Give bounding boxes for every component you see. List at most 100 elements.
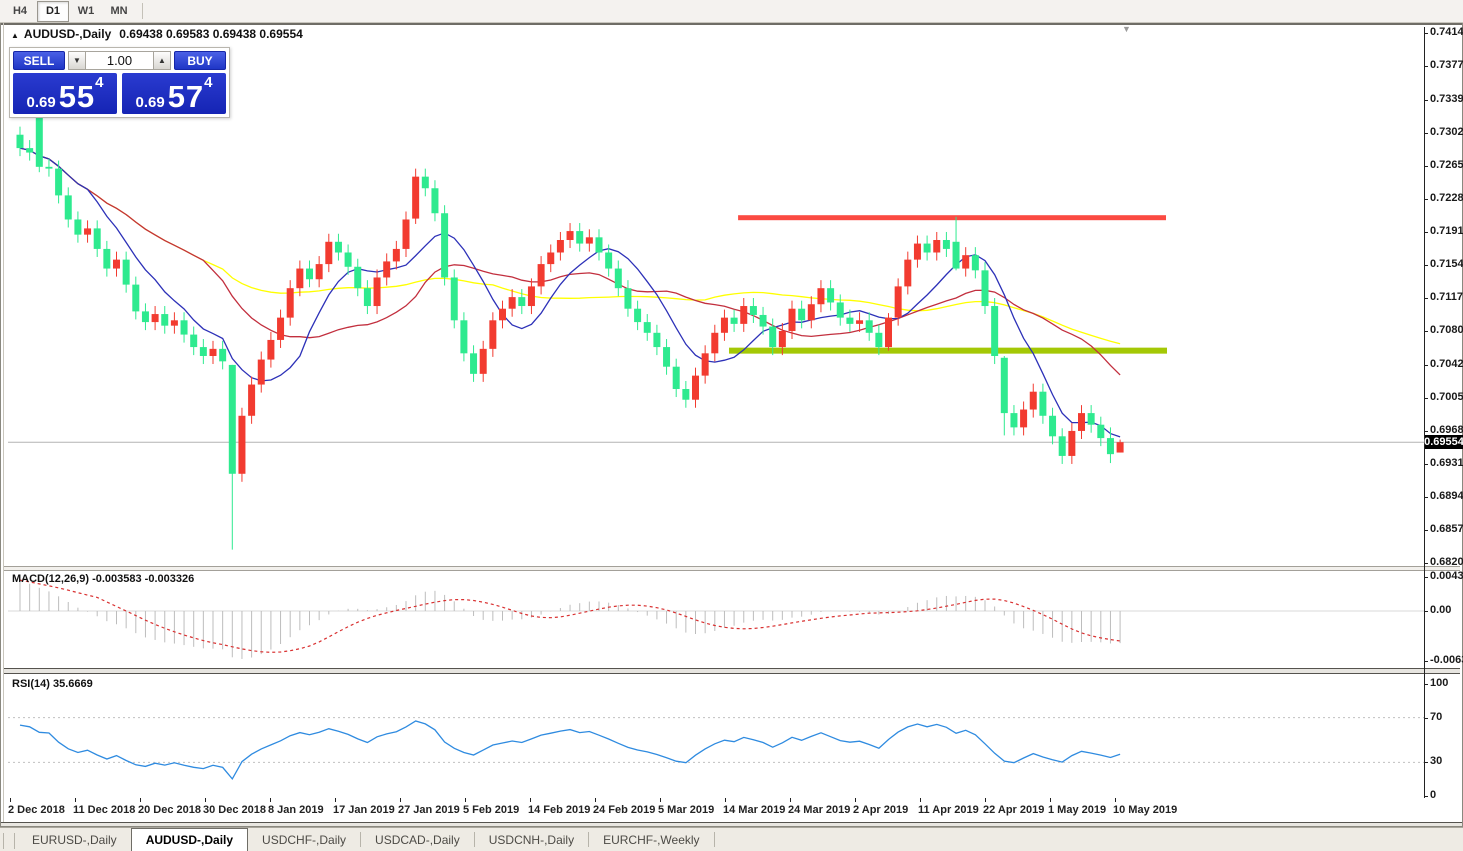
date-tick bbox=[1050, 798, 1051, 802]
pane-splitter-macd[interactable] bbox=[4, 566, 1460, 571]
macd-pane bbox=[8, 579, 1424, 659]
axis-tick bbox=[1424, 611, 1428, 612]
rsi-label: RSI(14) 35.6669 bbox=[12, 678, 93, 690]
buy-price-digits: 57 bbox=[167, 79, 205, 114]
chart-title: ▲ AUDUSD-,Daily 0.69438 0.69583 0.69438 0.… bbox=[11, 27, 303, 41]
tab-separator bbox=[473, 832, 475, 847]
axis-tick bbox=[1424, 398, 1428, 399]
date-axis-label: 10 May 2019 bbox=[1113, 804, 1178, 816]
volume-input[interactable] bbox=[86, 51, 153, 70]
date-axis-label: 14 Mar 2019 bbox=[723, 804, 786, 816]
buy-price-pip: 4 bbox=[204, 74, 213, 91]
ohlc-values: 0.69438 0.69583 0.69438 0.69554 bbox=[119, 27, 303, 41]
axis-tick bbox=[1424, 298, 1428, 299]
pane-splitter-rsi[interactable] bbox=[4, 668, 1460, 674]
chart-tab-bar: EURUSD-,Daily AUDUSD-,Daily USDCHF-,Daily U… bbox=[0, 827, 1463, 851]
axis-tick bbox=[1424, 762, 1428, 763]
collapse-triangle-icon[interactable]: ▲ bbox=[11, 31, 19, 40]
buy-price-button[interactable]: 0.69 57 4 bbox=[122, 73, 226, 114]
volume-decrease-button[interactable]: ▼ bbox=[68, 51, 86, 70]
window-border bbox=[1, 23, 1462, 25]
date-tick bbox=[855, 798, 856, 802]
date-tick bbox=[660, 798, 661, 802]
window-bottom-edge bbox=[1, 822, 1462, 827]
tab-separator bbox=[713, 832, 715, 847]
timeframe-button-d1[interactable]: D1 bbox=[37, 0, 69, 22]
timeframe-button-w1[interactable]: W1 bbox=[77, 5, 95, 17]
rsi-pane bbox=[8, 717, 1424, 781]
axis-tick bbox=[1424, 232, 1428, 233]
chart-tab-audusd[interactable]: AUDUSD-,Daily bbox=[130, 828, 249, 851]
date-tick bbox=[985, 798, 986, 802]
volume-increase-button[interactable]: ▲ bbox=[153, 51, 171, 70]
chart-tab-eurusd[interactable]: EURUSD-,Daily bbox=[32, 833, 117, 847]
sell-price-button[interactable]: 0.69 55 4 bbox=[13, 73, 117, 114]
date-axis-label: 2 Apr 2019 bbox=[853, 804, 909, 816]
tab-separator bbox=[360, 832, 362, 847]
timeframe-button-mn[interactable]: MN bbox=[110, 5, 128, 17]
axis-tick bbox=[1424, 497, 1428, 498]
date-tick bbox=[790, 798, 791, 802]
timeframe-toolbar: H4 D1 W1 MN bbox=[0, 0, 1463, 23]
date-axis-label: 2 Dec 2018 bbox=[8, 804, 65, 816]
macd-axis-label: -0.006373 bbox=[1430, 654, 1463, 666]
date-tick bbox=[140, 798, 141, 802]
date-tick bbox=[10, 798, 11, 802]
axis-tick bbox=[1424, 431, 1428, 432]
axis-tick bbox=[1424, 530, 1428, 531]
macd-axis-label: 0.004331 bbox=[1430, 570, 1463, 582]
date-axis-label: 11 Dec 2018 bbox=[73, 804, 136, 816]
chart-tab-usdcad[interactable]: USDCAD-,Daily bbox=[375, 833, 460, 847]
symbol-period-label: AUDUSD-,Daily bbox=[23, 27, 112, 41]
buy-button[interactable]: BUY bbox=[174, 51, 226, 70]
current-price-tag: 0.69554 bbox=[1424, 435, 1463, 449]
date-axis-label: 5 Mar 2019 bbox=[658, 804, 715, 816]
date-axis-label: 1 May 2019 bbox=[1048, 804, 1107, 816]
buy-price-prefix: 0.69 bbox=[135, 94, 165, 111]
axis-tick bbox=[1424, 133, 1428, 134]
timeframe-button-h4[interactable]: H4 bbox=[12, 5, 28, 17]
sell-button[interactable]: SELL bbox=[13, 51, 65, 70]
rsi-axis-label: 70 bbox=[1430, 711, 1443, 723]
date-tick bbox=[725, 798, 726, 802]
axis-tick bbox=[1424, 166, 1428, 167]
date-axis-label: 8 Jan 2019 bbox=[268, 804, 324, 816]
rsi-axis-label: 30 bbox=[1430, 755, 1443, 767]
axis-tick bbox=[1424, 577, 1428, 578]
axis-tick bbox=[1424, 100, 1428, 101]
sell-price-prefix: 0.69 bbox=[26, 94, 56, 111]
date-tick bbox=[400, 798, 401, 802]
axis-tick bbox=[1424, 796, 1428, 797]
chart-tab-usdcnh[interactable]: USDCNH-,Daily bbox=[488, 833, 575, 847]
date-tick bbox=[530, 798, 531, 802]
date-tick bbox=[1115, 798, 1116, 802]
axis-tick bbox=[1424, 365, 1428, 366]
axis-tick bbox=[1424, 684, 1428, 685]
chart-window: ▲ AUDUSD-,Daily 0.69438 0.69583 0.69438 0.… bbox=[0, 23, 1463, 827]
date-tick bbox=[75, 798, 76, 802]
axis-tick bbox=[1424, 199, 1428, 200]
date-tick bbox=[205, 798, 206, 802]
macd-label: MACD(12,26,9) -0.003583 -0.003326 bbox=[12, 573, 195, 585]
axis-tick bbox=[1424, 661, 1428, 662]
date-axis-label: 20 Dec 2018 bbox=[138, 804, 201, 816]
chart-shift-marker-icon[interactable]: ▼ bbox=[1122, 24, 1131, 34]
toolbar-divider bbox=[142, 3, 143, 19]
chart-tab-usdchf[interactable]: USDCHF-,Daily bbox=[262, 833, 347, 847]
macd-axis-label: 0.00 bbox=[1430, 604, 1452, 616]
window-edge bbox=[3, 23, 4, 827]
date-axis-label: 17 Jan 2019 bbox=[333, 804, 395, 816]
axis-tick bbox=[1424, 331, 1428, 332]
date-axis-label: 30 Dec 2018 bbox=[203, 804, 266, 816]
chart-tab-eurchf[interactable]: EURCHF-,Weekly bbox=[603, 833, 700, 847]
